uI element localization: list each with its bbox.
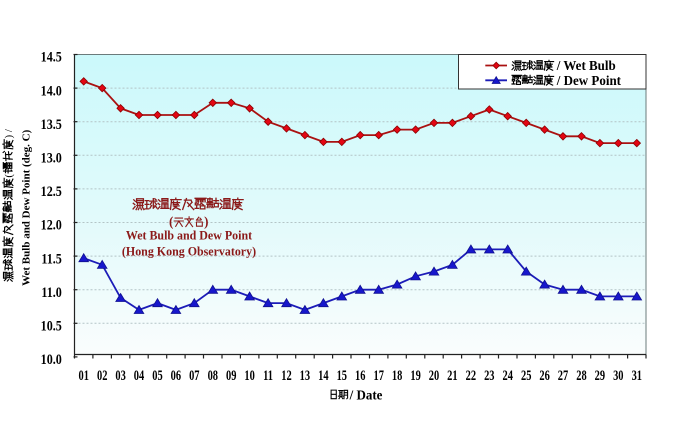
svg-text:/ Dew Point: / Dew Point (556, 73, 622, 88)
svg-text:02: 02 (97, 367, 107, 383)
svg-text:04: 04 (134, 367, 145, 383)
svg-text:(: ( (3, 174, 15, 178)
svg-text:21: 21 (447, 367, 457, 383)
svg-text:03: 03 (115, 367, 125, 383)
svg-text:14.5: 14.5 (41, 49, 62, 65)
svg-text:06: 06 (171, 367, 181, 383)
svg-text:12.0: 12.0 (41, 217, 62, 233)
svg-text:10: 10 (244, 367, 254, 383)
svg-text:27: 27 (558, 367, 568, 383)
svg-text:13.0: 13.0 (41, 149, 62, 165)
svg-text:14.0: 14.0 (41, 82, 62, 98)
svg-text:(: ( (169, 214, 173, 229)
svg-text:05: 05 (152, 367, 162, 383)
svg-text:26: 26 (539, 367, 549, 383)
svg-text:14: 14 (318, 367, 329, 383)
svg-text:12: 12 (281, 367, 291, 383)
svg-text:13: 13 (300, 367, 310, 383)
svg-text:01: 01 (78, 367, 88, 383)
svg-text:18: 18 (392, 367, 402, 383)
svg-text:25: 25 (521, 367, 531, 383)
svg-text:/ Wet Bulb: / Wet Bulb (556, 58, 616, 73)
svg-text:28: 28 (576, 367, 586, 383)
svg-text:) /: ) / (3, 128, 15, 138)
svg-text:20: 20 (429, 367, 439, 383)
svg-text:12.5: 12.5 (41, 183, 62, 199)
svg-text:31: 31 (632, 367, 642, 383)
svg-text:10.5: 10.5 (41, 317, 62, 333)
svg-text:24: 24 (502, 367, 513, 383)
svg-text:09: 09 (226, 367, 236, 383)
svg-text:10.0: 10.0 (41, 351, 62, 367)
svg-text:30: 30 (613, 367, 623, 383)
svg-text:11: 11 (263, 367, 273, 383)
svg-text:23: 23 (484, 367, 494, 383)
svg-text:29: 29 (595, 367, 605, 383)
svg-text:08: 08 (208, 367, 218, 383)
svg-text:16: 16 (355, 367, 365, 383)
svg-text:/ Date: / Date (349, 387, 383, 402)
svg-text:Wet Bulb and Dew Point (deg. C: Wet Bulb and Dew Point (deg. C) (20, 129, 32, 285)
svg-text:17: 17 (373, 367, 383, 383)
svg-text:(Hong Kong Observatory): (Hong Kong Observatory) (122, 244, 256, 259)
svg-text:11.0: 11.0 (41, 284, 62, 300)
svg-text:22: 22 (466, 367, 476, 383)
svg-text:15: 15 (337, 367, 347, 383)
svg-text:07: 07 (189, 367, 199, 383)
svg-text:13.5: 13.5 (41, 116, 62, 132)
svg-text:): ) (204, 214, 208, 229)
svg-text:19: 19 (410, 367, 420, 383)
svg-text:11.5: 11.5 (41, 250, 62, 266)
svg-text:Wet Bulb and Dew Point: Wet Bulb and Dew Point (126, 228, 253, 243)
